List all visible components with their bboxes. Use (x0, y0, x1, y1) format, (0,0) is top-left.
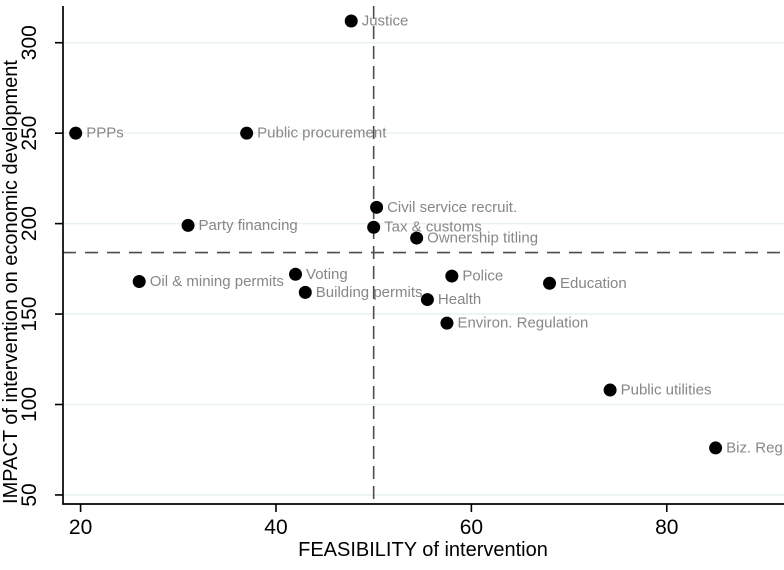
data-point-education (543, 276, 557, 290)
data-point-label-oil-mining-permits: Oil & mining permits (150, 273, 284, 290)
data-point-tax-customs (367, 220, 381, 234)
data-point-label-civil-service-recruit: Civil service recruit. (387, 199, 517, 216)
data-point-civil-service-recruit (370, 200, 384, 214)
y-tick-label-100: 100 (18, 387, 41, 422)
data-point-voting (289, 267, 303, 281)
data-point-oil-mining-permits (132, 275, 146, 289)
points-layer: Justice PPPs Public procurement Civil servi… (69, 13, 783, 456)
data-point-public-utilities (603, 383, 617, 397)
data-point-health (420, 293, 434, 307)
reference-lines-layer (63, 6, 784, 504)
x-tick-label-60: 60 (460, 516, 483, 539)
data-point-label-biz-reg: Biz. Reg (726, 439, 783, 456)
data-point-label-environ-regulation: Environ. Regulation (457, 315, 588, 332)
data-point-environ-regulation (440, 316, 454, 330)
data-point-party-financing (181, 218, 195, 232)
data-point-label-justice: Justice (362, 13, 409, 30)
y-tick-label-200: 200 (18, 206, 41, 241)
data-point-label-party-financing: Party financing (199, 217, 298, 234)
grid-layer (64, 41, 784, 496)
x-tick-label-80: 80 (655, 516, 678, 539)
data-point-justice (344, 14, 358, 28)
data-point-label-public-procurement: Public procurement (257, 125, 387, 142)
y-tick-label-50: 50 (18, 483, 41, 506)
data-point-label-ownership-titling: Ownership titling (427, 230, 538, 247)
data-point-public-procurement (240, 126, 254, 140)
data-point-label-health: Health (438, 291, 481, 308)
axes-layer (55, 6, 784, 512)
data-point-label-education: Education (560, 275, 627, 292)
data-point-ownership-titling (410, 231, 424, 245)
data-point-label-public-utilities: Public utilities (621, 382, 712, 399)
y-axis-title: IMPACT of intervention on economic devel… (0, 60, 22, 504)
tick-labels-layer: 20 40 60 80 50 100 150 200 250 300 (18, 25, 678, 539)
data-point-biz-reg (709, 441, 723, 455)
x-tick-label-20: 20 (69, 516, 92, 539)
y-tick-label-150: 150 (18, 297, 41, 332)
y-tick-label-300: 300 (18, 25, 41, 60)
data-point-police (445, 269, 459, 283)
data-point-label-police: Police (462, 268, 503, 285)
data-point-label-ppps: PPPs (86, 125, 124, 142)
axis-lines (62, 6, 784, 505)
data-point-label-tax-customs: Tax & customs (384, 219, 482, 236)
x-tick-label-40: 40 (264, 516, 287, 539)
data-point-building-permits (298, 285, 312, 299)
data-point-label-building-permits: Building permits (316, 284, 423, 301)
x-axis-title: FEASIBILITY of intervention (298, 539, 548, 561)
data-point-label-voting: Voting (306, 266, 348, 283)
y-tick-label-250: 250 (18, 116, 41, 151)
data-point-ppps (69, 126, 83, 140)
